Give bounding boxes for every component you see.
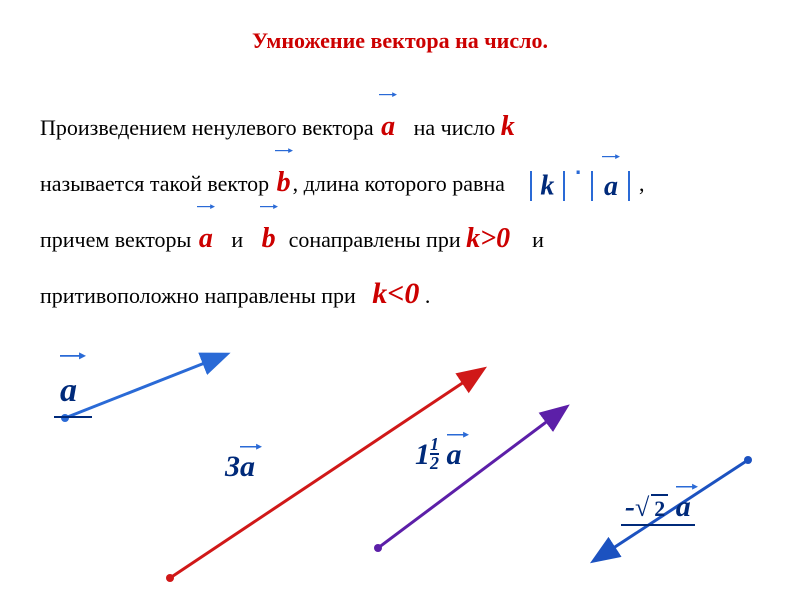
definition-text: Произведением ненулевого вектора a на чи…	[40, 100, 780, 213]
vector-arrow-icon	[447, 428, 469, 440]
text-fragment: называется такой вектор	[40, 171, 269, 196]
vector-a-letter: a	[604, 171, 618, 202]
coef-1: 1	[415, 438, 430, 471]
abs-vec-a: a	[602, 160, 620, 213]
page-title: Умножение вектора на число.	[0, 0, 800, 54]
text-fragment: и	[532, 227, 544, 252]
text-fragment: , длина которого равна	[293, 171, 505, 196]
scalar-k: k	[501, 111, 515, 142]
vector-a-letter: a	[676, 490, 691, 524]
vector-arrow-icon	[379, 88, 397, 100]
k-positive: k>0	[466, 223, 510, 254]
sqrt-sign: √	[635, 493, 649, 522]
vector-arrow-icon	[60, 348, 86, 362]
vector-b-inline: b	[260, 212, 278, 265]
label-vector-1.5a: 112 a	[415, 438, 462, 475]
vector-arrow-icon	[260, 200, 278, 212]
text-fragment: сонаправлены при	[289, 227, 461, 252]
label-vector-neg-sqrt2-a: -√2 a	[625, 490, 691, 524]
vector-a-letter: a	[381, 111, 395, 142]
vector-b-letter: b	[262, 223, 276, 254]
vector-a-letter: a	[447, 438, 462, 472]
text-fragment: на число	[414, 115, 496, 140]
fraction-half: 12	[430, 436, 439, 472]
underline-icon	[54, 416, 92, 418]
vector-arrow-icon	[197, 200, 215, 212]
text-fragment: притивоположно направлены при	[40, 283, 356, 308]
abs-bar-icon	[591, 171, 593, 201]
vector-arrow-icon	[240, 440, 262, 452]
vector-a-inline: a	[197, 212, 215, 265]
text-fragment: .	[425, 283, 431, 308]
vector-arrow-icon	[602, 150, 620, 162]
underline-icon	[621, 524, 695, 526]
k-negative: k<0	[372, 277, 419, 310]
text-fragment: и	[231, 227, 243, 252]
vector-arrow-icon	[275, 144, 293, 156]
label-vector-3a: 3 a	[225, 450, 255, 484]
abs-bar-icon	[530, 171, 532, 201]
text-fragment: причем векторы	[40, 227, 191, 252]
vector-arrow-icon	[676, 480, 698, 492]
sqrt-radicand: 2	[651, 494, 668, 522]
magnitude-expr: k ⋅ a	[527, 171, 639, 196]
label-vector-a: a	[60, 348, 86, 424]
vector-a-inline: a	[379, 100, 397, 153]
text-fragment: Произведением ненулевого вектора	[40, 115, 374, 140]
vector-a-letter: a	[60, 372, 77, 409]
direction-text: причем векторы a и b сонаправлены при k>…	[40, 212, 780, 322]
abs-k: k	[540, 171, 554, 202]
vector-a-letter: a	[199, 223, 213, 254]
vector-b-letter: b	[277, 167, 291, 198]
abs-bar-icon	[563, 171, 565, 201]
coef-3: 3	[225, 450, 240, 483]
minus-sign: -	[625, 490, 635, 523]
vector-a-letter: a	[240, 450, 255, 484]
dot-icon: ⋅	[573, 157, 583, 190]
abs-bar-icon	[628, 171, 630, 201]
